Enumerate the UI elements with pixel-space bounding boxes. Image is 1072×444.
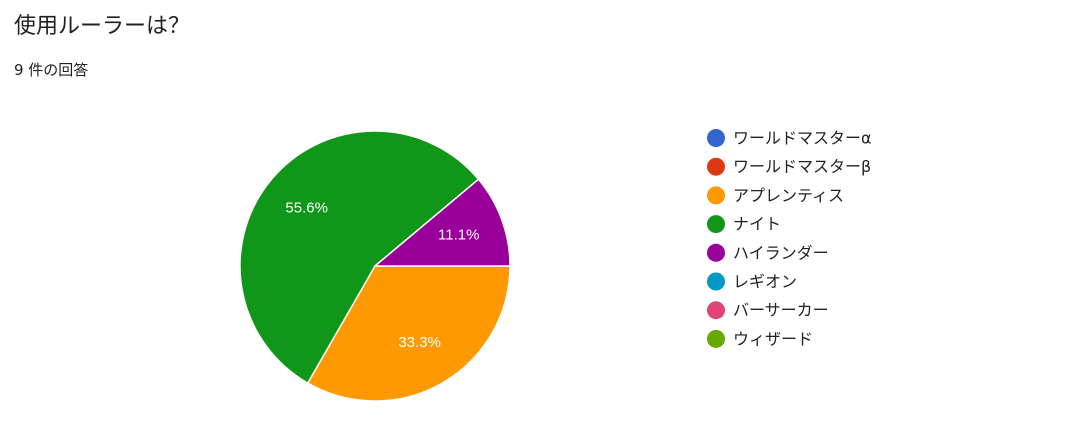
legend-label: ワールドマスターβ (733, 157, 871, 176)
legend-swatch (707, 157, 725, 176)
value-label: 33.3% (398, 334, 441, 351)
legend-swatch (707, 301, 725, 320)
legend-swatch (707, 272, 725, 291)
legend-swatch (707, 186, 725, 205)
value-label: 55.6% (285, 200, 328, 217)
legend-label: バーサーカー (733, 301, 829, 320)
pie-slice (306, 265, 511, 402)
legend-label: ナイト (733, 215, 781, 234)
chart-subtitle: 9 件の回答 (14, 61, 88, 79)
legend-swatch (707, 129, 725, 147)
legend-label: ハイランダー (733, 243, 829, 262)
legend-label: アプレンティス (733, 186, 844, 205)
legend-swatch (707, 215, 725, 234)
legend-label: ウィザード (733, 329, 813, 348)
chart-title: 使用ルーラーは？ (14, 14, 190, 39)
legend-label: レギオン (733, 272, 797, 291)
pie-slice (372, 178, 511, 267)
pie-slice (239, 130, 480, 385)
legend-swatch (707, 243, 725, 262)
value-label: 11.1% (438, 227, 479, 244)
legend-swatch (707, 329, 725, 348)
legend-label: ワールドマスターα (733, 129, 872, 148)
